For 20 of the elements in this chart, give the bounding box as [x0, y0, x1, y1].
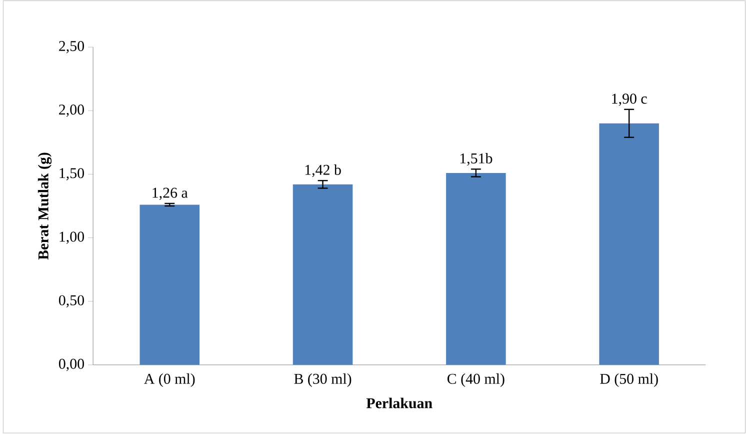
bar — [446, 173, 506, 366]
x-tick-label: C (40 ml) — [447, 374, 504, 388]
bar — [599, 124, 659, 366]
y-tick-label: 2,00 — [59, 104, 84, 117]
y-tick-label: 0,50 — [58, 295, 84, 308]
y-tick-label: 2,50 — [59, 41, 84, 54]
y-tick-label: 1,50 — [60, 168, 84, 180]
y-tick-label: 1,00 — [60, 232, 84, 244]
data-label: 1,42 b — [305, 164, 341, 178]
x-tick-label: B (30 ml) — [294, 374, 352, 388]
bar — [292, 184, 353, 366]
data-label: 1,90 c — [612, 94, 647, 106]
data-label: 1,26 a — [152, 188, 188, 200]
data-label: 1,51b — [460, 153, 492, 166]
y-axis-title: Berat Mutlak (g) — [38, 152, 52, 260]
x-tick-label: A (0 ml) — [144, 374, 195, 388]
bar — [140, 204, 200, 366]
y-tick-label: 0,00 — [58, 358, 84, 372]
x-tick-label: D (50 ml) — [600, 374, 658, 388]
x-axis-title: Perlakuan — [366, 398, 432, 408]
